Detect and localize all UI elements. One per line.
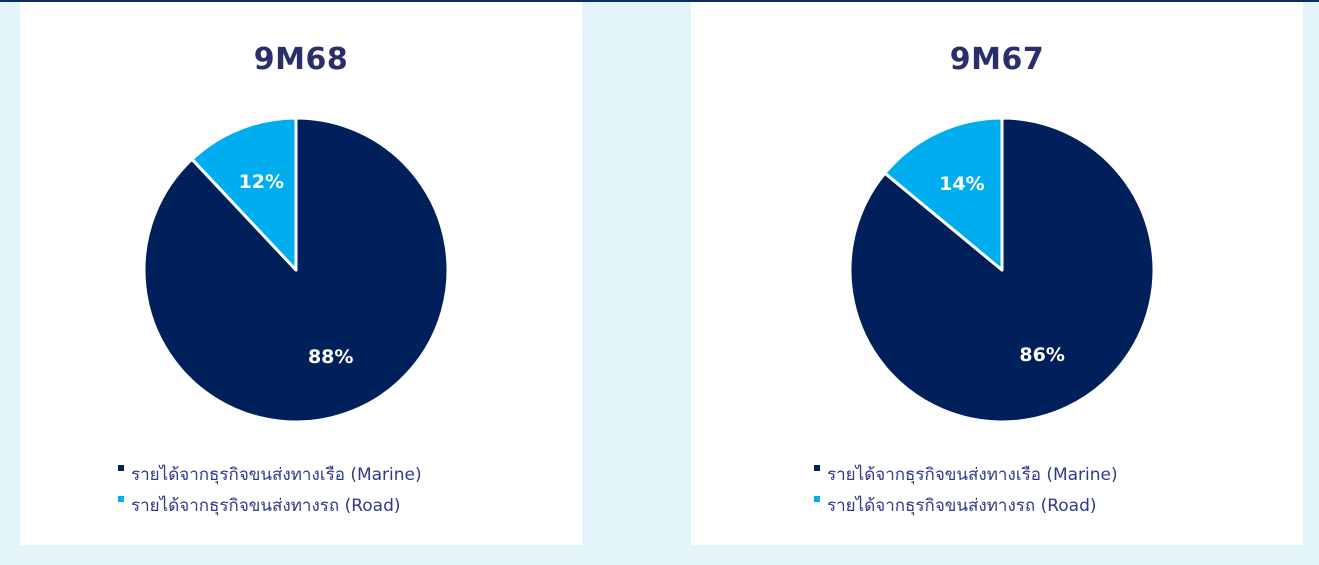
legend-label-road: รายได้จากธุรกิจขนส่งทางรถ (Road) — [827, 496, 1097, 516]
pie-slice-marine — [142, 116, 450, 424]
data-label-road: 12% — [239, 171, 284, 193]
chart-panel-9m67: 9M67 86% 14% รายได้จากธุรกิจขนส่งทางเรือ … — [691, 2, 1303, 545]
top-divider — [0, 0, 1319, 2]
data-label-marine: 88% — [308, 346, 353, 368]
legend-label-marine: รายได้จากธุรกิจขนส่งทางเรือ (Marine) — [131, 465, 422, 485]
legend-label-marine: รายได้จากธุรกิจขนส่งทางเรือ (Marine) — [827, 465, 1118, 485]
legend-swatch-road — [814, 496, 820, 502]
legend-swatch-road — [118, 496, 124, 502]
data-label-marine: 86% — [1019, 344, 1064, 366]
pie-slice-road — [883, 116, 1004, 272]
legend-label-road: รายได้จากธุรกิจขนส่งทางรถ (Road) — [131, 496, 401, 516]
chart-panel-9m68: 9M68 88% 12% รายได้จากธุรกิจขนส่งทางเรือ … — [20, 2, 582, 545]
legend: รายได้จากธุรกิจขนส่งทางเรือ (Marine) ราย… — [118, 460, 422, 522]
chart-title: 9M68 — [253, 42, 349, 77]
pie-slice-marine — [848, 116, 1156, 424]
legend-item-marine: รายได้จากธุรกิจขนส่งทางเรือ (Marine) — [814, 460, 1118, 491]
legend-swatch-marine — [814, 465, 820, 471]
legend-swatch-marine — [118, 465, 124, 471]
legend: รายได้จากธุรกิจขนส่งทางเรือ (Marine) ราย… — [814, 460, 1118, 522]
pie-chart-9m68: 88% 12% — [142, 116, 450, 424]
legend-item-road: รายได้จากธุรกิจขนส่งทางรถ (Road) — [814, 491, 1118, 522]
legend-item-road: รายได้จากธุรกิจขนส่งทางรถ (Road) — [118, 491, 422, 522]
legend-item-marine: รายได้จากธุรกิจขนส่งทางเรือ (Marine) — [118, 460, 422, 491]
pie-slice-road — [190, 116, 298, 272]
data-label-road: 14% — [939, 173, 984, 195]
pie-chart-9m67: 86% 14% — [848, 116, 1156, 424]
chart-title: 9M67 — [949, 42, 1045, 77]
